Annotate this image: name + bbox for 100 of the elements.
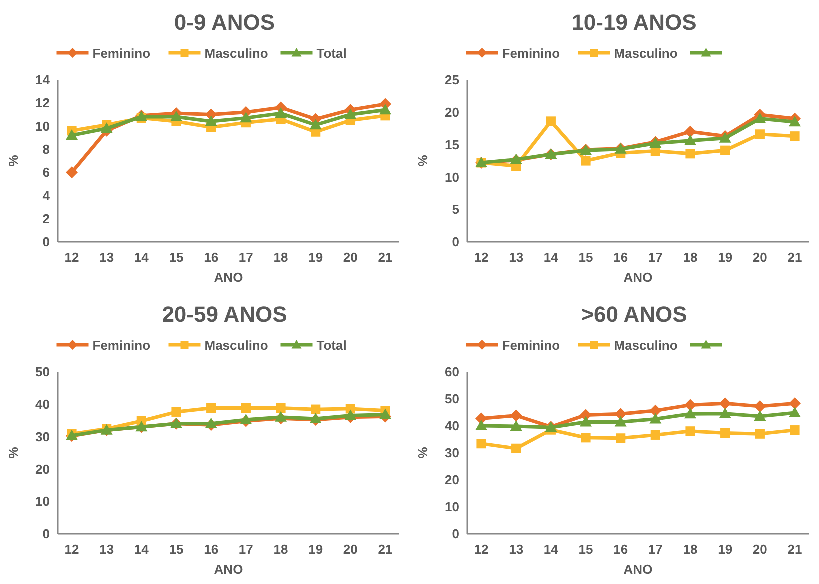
y-tick-label: 50	[445, 392, 460, 407]
x-tick-label: 12	[64, 542, 80, 557]
y-tick-label: 20	[36, 462, 50, 477]
x-tick-label: 17	[648, 542, 663, 557]
x-tick-label: 17	[238, 542, 254, 557]
point	[476, 439, 486, 449]
x-tick-label: 19	[718, 542, 733, 557]
point	[275, 411, 287, 422]
point	[720, 428, 730, 438]
legend-label: Feminino	[92, 46, 151, 61]
chart-title: 20-59 ANOS	[162, 302, 288, 327]
point	[755, 429, 765, 439]
point	[66, 130, 78, 140]
y-tick-label: 0	[452, 526, 460, 542]
x-tick-label: 20	[752, 250, 768, 265]
x-tick-label: 16	[204, 542, 219, 557]
point	[755, 130, 765, 140]
x-tick-label: 17	[648, 250, 663, 265]
x-tick-label: 13	[100, 250, 114, 265]
point	[650, 404, 662, 417]
point	[719, 408, 732, 418]
legend-label: Feminino	[502, 338, 560, 353]
y-tick-label: 10	[36, 118, 50, 134]
y-tick-label: 5	[452, 202, 460, 218]
point	[790, 426, 800, 436]
y-tick-label: 10	[445, 500, 460, 515]
point	[789, 398, 801, 410]
point	[476, 420, 488, 430]
point	[581, 156, 591, 166]
point	[510, 410, 522, 422]
y-tick-label: 30	[445, 446, 460, 461]
point	[684, 408, 696, 419]
x-tick-label: 12	[474, 542, 489, 557]
x-tick-label: 17	[238, 250, 254, 265]
x-tick-label: 19	[718, 250, 733, 265]
x-tick-label: 13	[509, 542, 524, 557]
y-tick-label: 20	[445, 472, 460, 488]
point	[172, 407, 182, 417]
x-tick-label: 20	[343, 542, 358, 557]
x-tick-label: 16	[614, 542, 628, 557]
point	[100, 122, 113, 134]
x-tick-label: 21	[788, 542, 802, 557]
point	[650, 430, 660, 440]
point	[205, 418, 218, 428]
y-tick-label: 30	[36, 429, 50, 444]
x-axis-title: ANO	[624, 562, 653, 577]
point	[580, 416, 592, 427]
legend-label: Feminino	[502, 46, 560, 61]
point	[789, 116, 801, 127]
x-axis-title: ANO	[624, 270, 653, 285]
y-tick-label: 14	[36, 72, 51, 88]
point	[789, 407, 801, 418]
point	[754, 410, 766, 422]
point	[240, 112, 252, 123]
y-tick-label: 40	[36, 396, 50, 412]
point	[311, 404, 321, 414]
x-tick-label: 19	[308, 542, 324, 557]
y-tick-label: 15	[445, 137, 460, 152]
x-tick-label: 15	[578, 250, 594, 265]
x-tick-label: 21	[378, 542, 393, 557]
y-tick-label: 2	[42, 211, 50, 226]
y-tick-label: 60	[445, 364, 460, 380]
point	[684, 134, 696, 146]
point	[205, 116, 218, 126]
point	[686, 426, 696, 436]
x-axis-title: ANO	[214, 270, 244, 285]
point	[686, 149, 696, 159]
point	[310, 412, 322, 424]
y-axis-title: %	[416, 446, 430, 459]
point	[650, 413, 662, 424]
x-tick-label: 15	[169, 542, 184, 557]
point	[684, 399, 696, 412]
x-tick-label: 14	[544, 542, 560, 557]
point	[512, 444, 522, 454]
point	[616, 434, 626, 444]
legend-label: Masculino	[204, 46, 268, 61]
x-tick-label: 18	[274, 542, 288, 557]
chart-title: >60 ANOS	[581, 302, 688, 327]
x-tick-label: 12	[64, 250, 80, 265]
y-tick-label: 8	[42, 142, 50, 157]
x-tick-label: 18	[683, 542, 698, 557]
point	[754, 112, 766, 124]
legend-label: Masculino	[614, 46, 678, 61]
x-tick-label: 18	[683, 250, 698, 265]
x-tick-label: 20	[343, 250, 358, 265]
legend-label: Masculino	[614, 338, 678, 353]
x-tick-label: 20	[752, 542, 768, 557]
x-tick-label: 15	[169, 250, 184, 265]
point	[754, 400, 766, 413]
point	[310, 119, 322, 130]
x-tick-label: 12	[474, 250, 489, 265]
y-axis-title: %	[6, 446, 21, 459]
y-tick-label: 20	[445, 104, 460, 120]
point	[275, 108, 287, 118]
point	[719, 398, 732, 410]
x-axis-title: ANO	[214, 562, 244, 577]
y-tick-label: 6	[42, 165, 50, 180]
point	[240, 414, 252, 424]
point	[790, 132, 800, 142]
y-tick-label: 4	[42, 188, 51, 204]
